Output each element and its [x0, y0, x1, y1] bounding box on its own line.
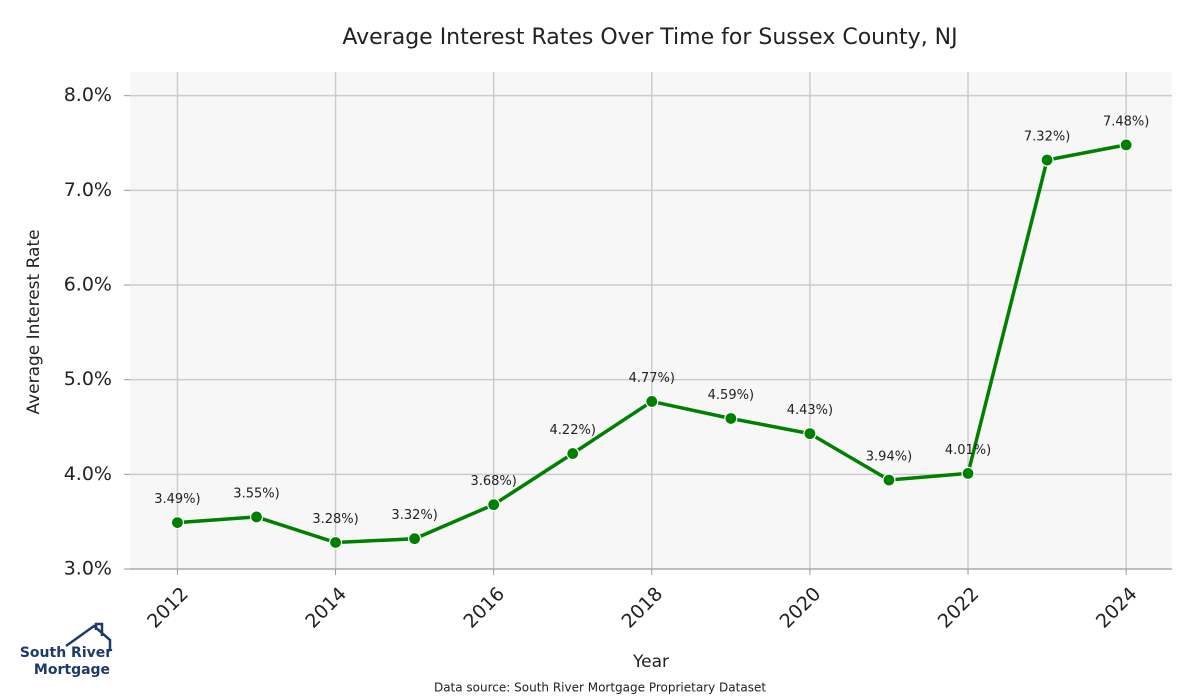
marker [645, 394, 659, 409]
marker [328, 535, 343, 550]
marker [882, 473, 896, 487]
x-tick-label: 2014 [301, 583, 351, 633]
marker [566, 446, 580, 461]
x-tick-label: 2012 [143, 583, 193, 633]
x-tick-label: 2016 [459, 583, 509, 633]
marker [1040, 153, 1054, 167]
marker [724, 411, 738, 426]
data-label: 3.49%) [154, 492, 200, 507]
chart-title: Average Interest Rates Over Time for Sus… [342, 25, 957, 50]
y-axis-label: Average Interest Rate [24, 229, 44, 414]
logo-house [65, 622, 112, 650]
x-tick-label: 2024 [1092, 583, 1142, 633]
data-label: 3.28%) [312, 512, 358, 527]
marker [170, 516, 185, 530]
data-label: 4.22%) [550, 423, 596, 438]
data-label: 3.32%) [391, 508, 437, 523]
data-label: 4.01%) [945, 443, 991, 458]
y-tick-label: 6.0% [64, 274, 112, 296]
logo: South River Mortgage [20, 622, 112, 678]
marker [487, 498, 501, 512]
marker [803, 427, 817, 441]
data-label: 4.59%) [708, 388, 754, 403]
plot-area [130, 72, 1172, 569]
data-label: 3.55%) [233, 486, 279, 501]
y-tick-label: 8.0% [64, 84, 112, 106]
marker [249, 510, 264, 524]
y-tick-label: 5.0% [64, 368, 112, 390]
y-tick-label: 7.0% [64, 179, 112, 201]
logo-text: South River [20, 645, 112, 661]
x-tick-label: 2022 [934, 583, 984, 633]
source-note: Data source: South River Mortgage Propri… [434, 681, 766, 695]
logo-text: Mortgage [34, 662, 110, 678]
data-label: 4.77%) [629, 371, 675, 386]
data-label: 3.68%) [470, 474, 516, 489]
data-label: 4.43%) [787, 403, 833, 418]
y-tick-label: 3.0% [64, 558, 112, 580]
data-label: 3.94%) [866, 450, 912, 465]
marker [408, 532, 422, 546]
x-axis-label: Year [632, 652, 669, 672]
y-tick-label: 4.0% [64, 463, 112, 485]
marker [961, 466, 975, 480]
marker [1119, 138, 1133, 152]
x-tick-label: 2018 [617, 583, 667, 633]
x-tick-label: 2020 [776, 583, 826, 633]
data-label: 7.32%) [1024, 130, 1070, 145]
data-label: 7.48%) [1103, 114, 1149, 129]
